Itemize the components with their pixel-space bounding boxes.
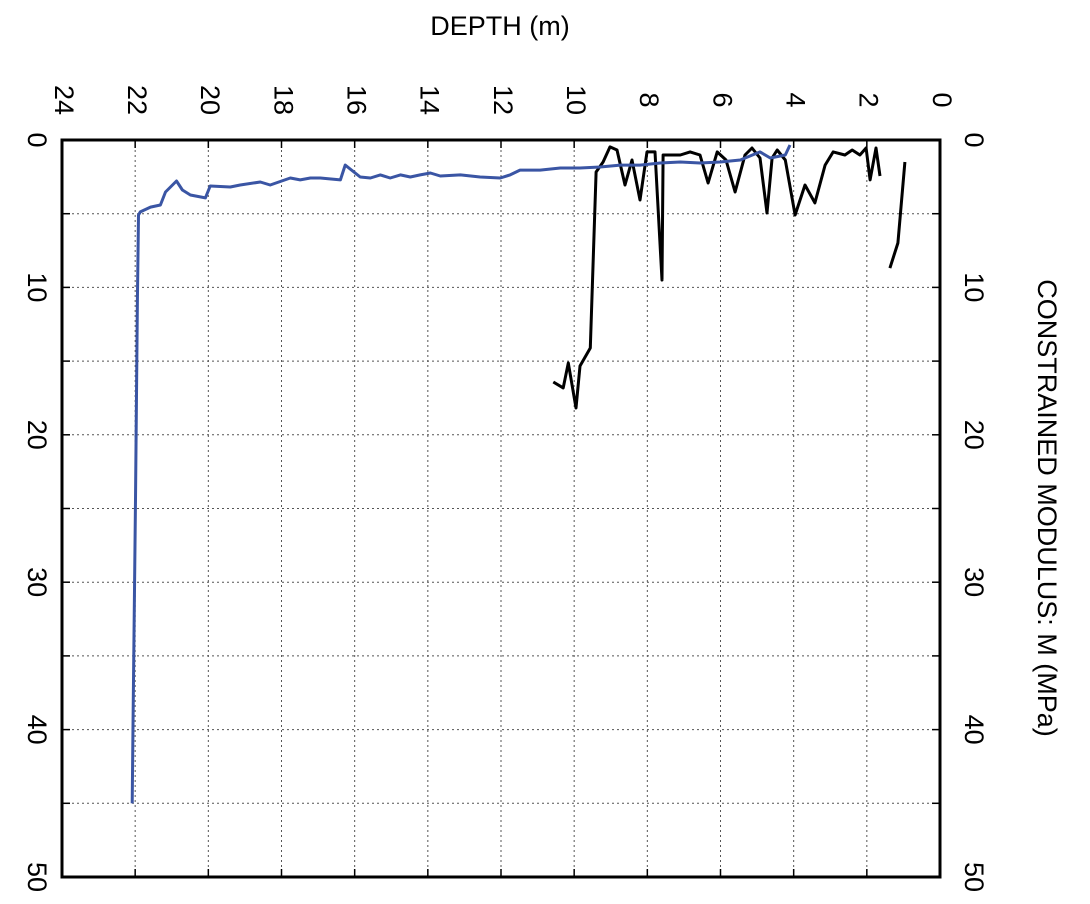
x-tick-label: 8 — [634, 92, 664, 107]
x-tick-label: 16 — [342, 85, 372, 115]
y-tick-label: 0 — [959, 132, 989, 147]
y-tick-label: 30 — [959, 567, 989, 597]
plot-frame — [60, 138, 942, 879]
x-tick-label: 6 — [707, 92, 737, 107]
x-tick-label: 24 — [49, 85, 79, 115]
x-tick-label: 2 — [854, 92, 884, 107]
y-tick-label: 20 — [959, 420, 989, 450]
x-tick-label: 10 — [561, 85, 591, 115]
y-tick-label: 50 — [959, 862, 989, 892]
y-tick-label: 0 — [22, 132, 52, 147]
y-tick-label: 40 — [22, 715, 52, 745]
x-tick-label: 18 — [268, 85, 298, 115]
x-tick-label: 12 — [488, 85, 518, 115]
series-line — [130, 144, 792, 804]
x-tick-label: 22 — [122, 85, 152, 115]
y-tick-label: 50 — [22, 862, 52, 892]
y-tick-label: 10 — [959, 272, 989, 302]
y-tick-label: 30 — [22, 567, 52, 597]
x-tick-label: 14 — [415, 85, 445, 115]
y-tick-label: 20 — [22, 420, 52, 450]
x-tick-label: 20 — [195, 85, 225, 115]
y-tick-label: 40 — [959, 715, 989, 745]
series-line — [552, 145, 907, 410]
x-tick-label: 4 — [781, 92, 811, 107]
y-axis-title: CONSTRAINED MODULUS: M (MPa) — [1032, 279, 1062, 737]
x-axis-title: DEPTH (m) — [430, 11, 569, 41]
y-tick-label: 10 — [22, 272, 52, 302]
x-tick-label: 0 — [927, 92, 957, 107]
